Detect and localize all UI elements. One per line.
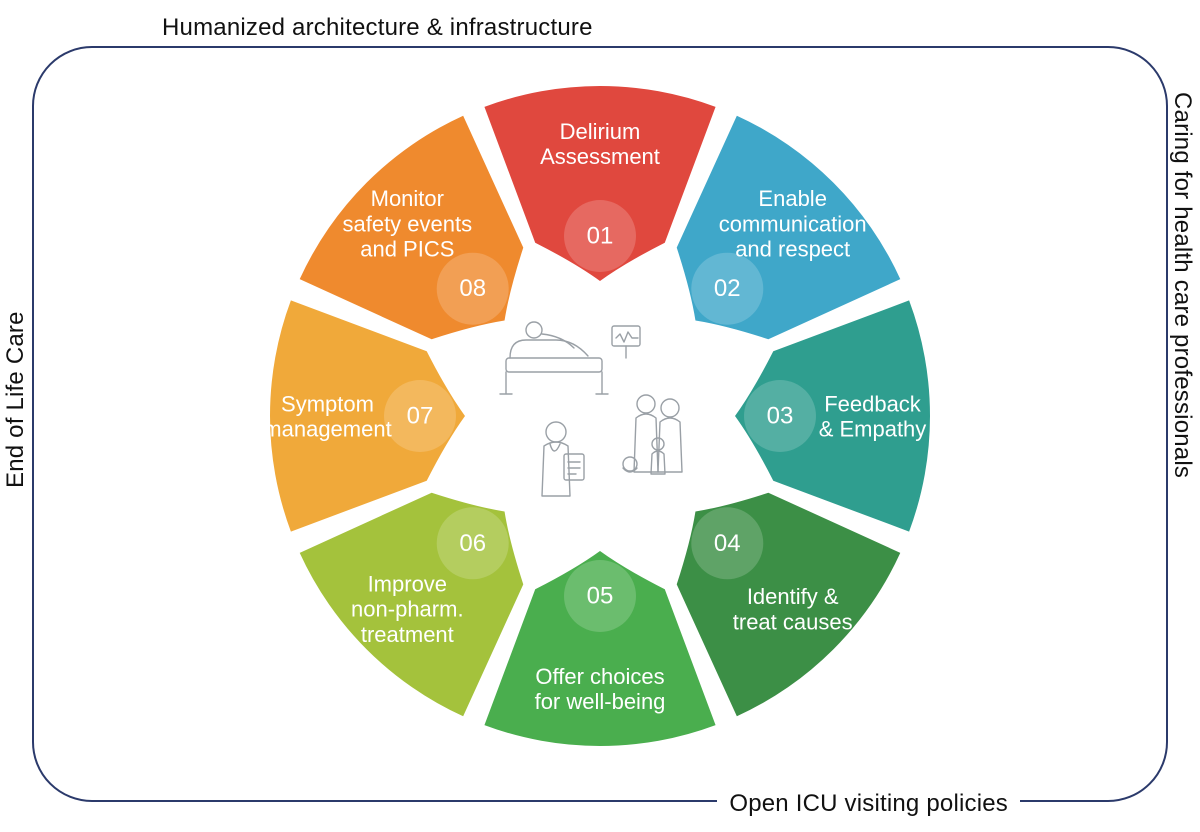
segment-number: 08 <box>459 275 486 302</box>
corner-label-top: Humanized architecture & infrastructure <box>150 14 605 42</box>
segment-label: Symptommanagement <box>263 391 391 441</box>
corner-label-left: End of Life Care <box>2 299 30 500</box>
segment-label: Feedback& Empathy <box>819 391 927 441</box>
segment-number: 06 <box>459 530 486 557</box>
wheel-svg: 01DeliriumAssessment02Enablecommunicatio… <box>240 56 960 776</box>
corner-label-bottom: Open ICU visiting policies <box>717 790 1020 818</box>
segment-label: Identify &treat causes <box>733 584 853 634</box>
wheel-segment-06: 06 Improvenon-pharm.treatment <box>300 493 524 717</box>
segment-number: 01 <box>587 223 614 250</box>
segment-label: Offer choicesfor well-being <box>535 663 666 713</box>
wheel-segment-02: 02Enablecommunicationand respect <box>677 116 901 340</box>
segment-number: 05 <box>587 583 614 610</box>
segment-number: 07 <box>407 403 434 430</box>
wheel-container: 01DeliriumAssessment02Enablecommunicatio… <box>240 56 960 776</box>
segment-label: Improvenon-pharm.treatment <box>351 571 464 647</box>
segment-number: 03 <box>767 403 794 430</box>
corner-label-right: Caring for health care professionals <box>1168 80 1196 490</box>
segment-number: 04 <box>714 530 741 557</box>
segment-number: 02 <box>714 275 741 302</box>
wheel-segment-04: 04 Identify &treat causes <box>677 493 901 717</box>
wheel-segment-08: 08Monitorsafety eventsand PICS <box>300 116 524 340</box>
